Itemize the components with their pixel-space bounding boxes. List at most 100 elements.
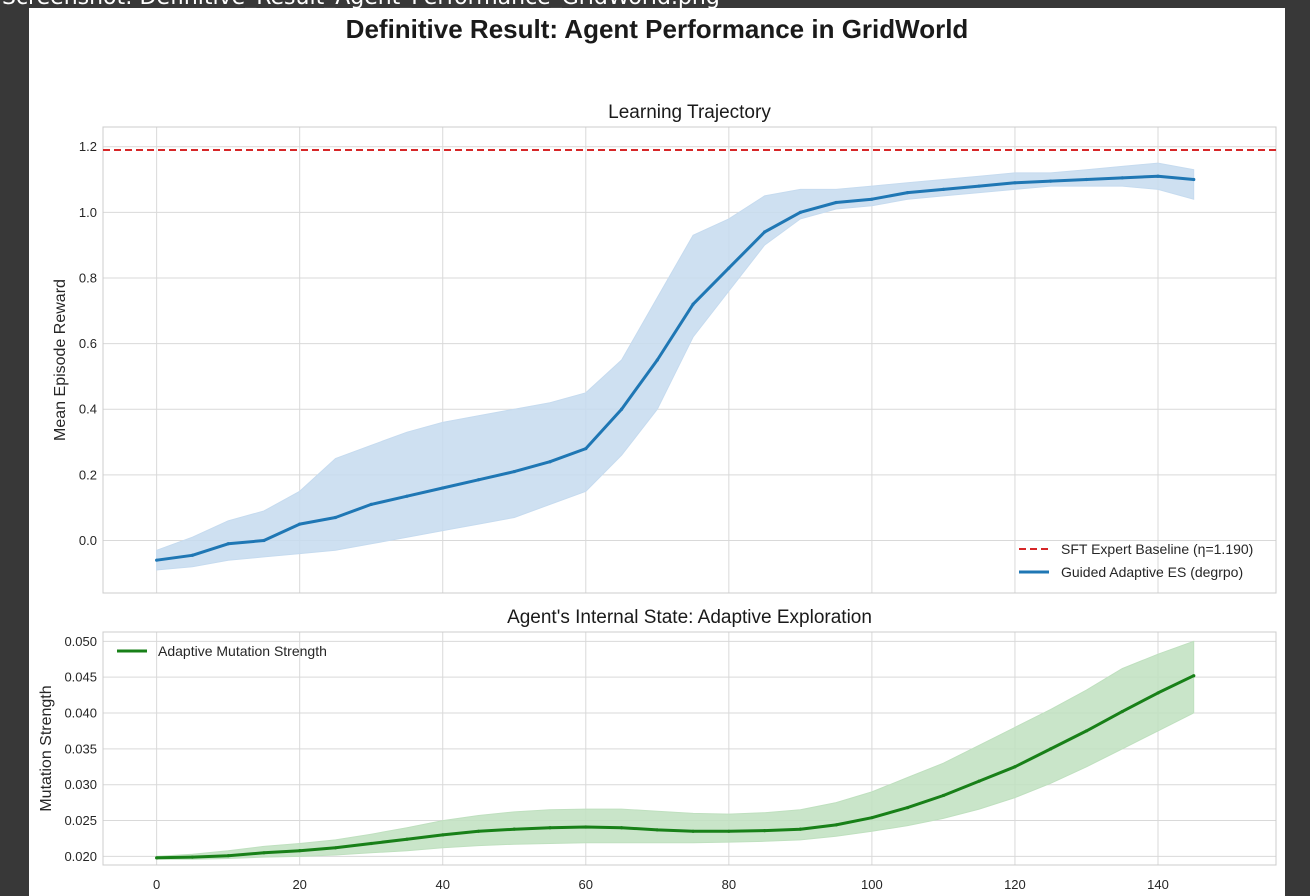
y-tick-label: 1.2: [79, 139, 97, 154]
x-tick-label: 0: [153, 877, 160, 892]
data-point: [226, 542, 230, 546]
window-caption-bar: Screenshot: Definitive_Result_Agent_Perf…: [0, 0, 1310, 8]
data-point: [369, 502, 373, 506]
data-point: [333, 515, 338, 520]
x-tick-label: 120: [1004, 877, 1026, 892]
data-point: [333, 846, 338, 850]
data-point: [619, 407, 624, 411]
data-point: [870, 197, 874, 201]
data-point: [655, 358, 659, 362]
data-point: [834, 823, 838, 827]
y-tick-label: 0.035: [64, 741, 97, 756]
data-point: [727, 829, 731, 833]
x-tick-label: 20: [292, 877, 306, 892]
data-point: [655, 828, 659, 832]
data-point: [584, 825, 588, 829]
data-point: [476, 829, 481, 833]
data-point: [870, 816, 874, 820]
y-tick-label: 0.0: [79, 533, 97, 548]
figure-suptitle: Definitive Result: Agent Performance in …: [346, 14, 969, 44]
data-point: [619, 826, 624, 830]
data-point: [691, 829, 695, 833]
legend-mutation-label: Adaptive Mutation Strength: [158, 643, 327, 659]
data-point: [798, 827, 802, 831]
y-tick-label: 0.6: [79, 336, 97, 351]
y-tick-label: 0.040: [64, 706, 97, 721]
axes-title: Agent's Internal State: Adaptive Explora…: [507, 607, 872, 628]
data-point: [1120, 709, 1124, 714]
data-point: [262, 851, 266, 855]
data-point: [906, 191, 910, 195]
x-tick-label: 60: [579, 877, 593, 892]
y-tick-label: 0.020: [64, 849, 97, 864]
y-tick-label: 0.045: [64, 670, 97, 685]
data-point: [834, 200, 838, 205]
data-point: [798, 210, 802, 214]
legend-baseline-label: SFT Expert Baseline (η=1.190): [1061, 541, 1253, 557]
x-tick-label: 100: [861, 877, 883, 892]
data-point: [763, 230, 767, 234]
data-point: [441, 833, 445, 837]
data-point: [441, 486, 445, 490]
data-point: [155, 856, 159, 860]
plot-frame: [102, 631, 1277, 866]
axes-title: Learning Trajectory: [608, 102, 771, 123]
data-point: [906, 806, 910, 810]
data-point: [262, 538, 266, 543]
data-point: [691, 302, 695, 306]
data-point: [1013, 765, 1017, 769]
confidence-band: [156, 640, 1195, 860]
data-point: [512, 827, 516, 831]
data-point: [155, 558, 159, 562]
data-point: [1192, 177, 1196, 182]
chart-panel-1: 0.0 0.2 0.4 0.6 0.8 1.0 1.2 Learning Trajectory…: [52, 102, 1277, 594]
plot-area: [103, 148, 1276, 571]
data-point: [1120, 176, 1124, 180]
chart-panel-2: 0.020 0.025 0.030 0.035 0.040 0.045 0.050 0 20 40…: [38, 607, 1277, 892]
data-point: [1049, 179, 1053, 183]
data-point: [548, 826, 552, 830]
plot-area: [155, 640, 1196, 860]
data-point: [584, 447, 588, 451]
y-tick-label: 1.0: [79, 205, 97, 220]
data-point: [941, 793, 946, 798]
series-line: [156, 174, 1194, 562]
figure-svg: Definitive Result: Agent Performance in …: [38, 14, 1277, 892]
confidence-band: [156, 162, 1195, 571]
data-point: [405, 494, 409, 498]
y-tick-label: 0.8: [79, 270, 97, 285]
data-point: [941, 187, 946, 191]
data-point: [727, 266, 731, 270]
data-point: [190, 855, 195, 859]
data-point: [1156, 691, 1160, 695]
data-point: [1013, 181, 1017, 185]
data-point: [369, 841, 373, 846]
window-caption: Screenshot: Definitive_Result_Agent_Perf…: [2, 0, 720, 8]
figure-canvas: Definitive Result: Agent Performance in …: [29, 8, 1285, 896]
data-point: [512, 469, 516, 474]
legend-reward-label: Guided Adaptive ES (degrpo): [1061, 564, 1243, 580]
data-point: [548, 460, 552, 464]
y-axis-label: Mean Episode Reward: [52, 279, 69, 441]
x-tick-label: 80: [722, 877, 736, 892]
data-point: [977, 184, 981, 188]
series-line: [156, 674, 1195, 860]
data-point: [226, 854, 230, 858]
x-tick-label: 40: [436, 877, 450, 892]
data-point: [190, 553, 195, 557]
data-point: [298, 522, 302, 526]
y-tick-label: 0.025: [64, 813, 97, 828]
data-point: [1084, 177, 1089, 182]
data-point: [1192, 674, 1196, 678]
data-point: [476, 478, 481, 482]
y-tick-label: 0.4: [79, 402, 97, 417]
y-tick-label: 0.050: [64, 634, 97, 649]
y-axis-label: Mutation Strength: [38, 685, 55, 811]
y-tick-label: 0.030: [64, 777, 97, 792]
x-tick-label: 140: [1147, 877, 1169, 892]
data-point: [977, 779, 981, 783]
data-point: [1156, 174, 1160, 178]
data-point: [1084, 729, 1089, 733]
y-tick-label: 0.2: [79, 467, 97, 482]
data-point: [1049, 747, 1053, 751]
